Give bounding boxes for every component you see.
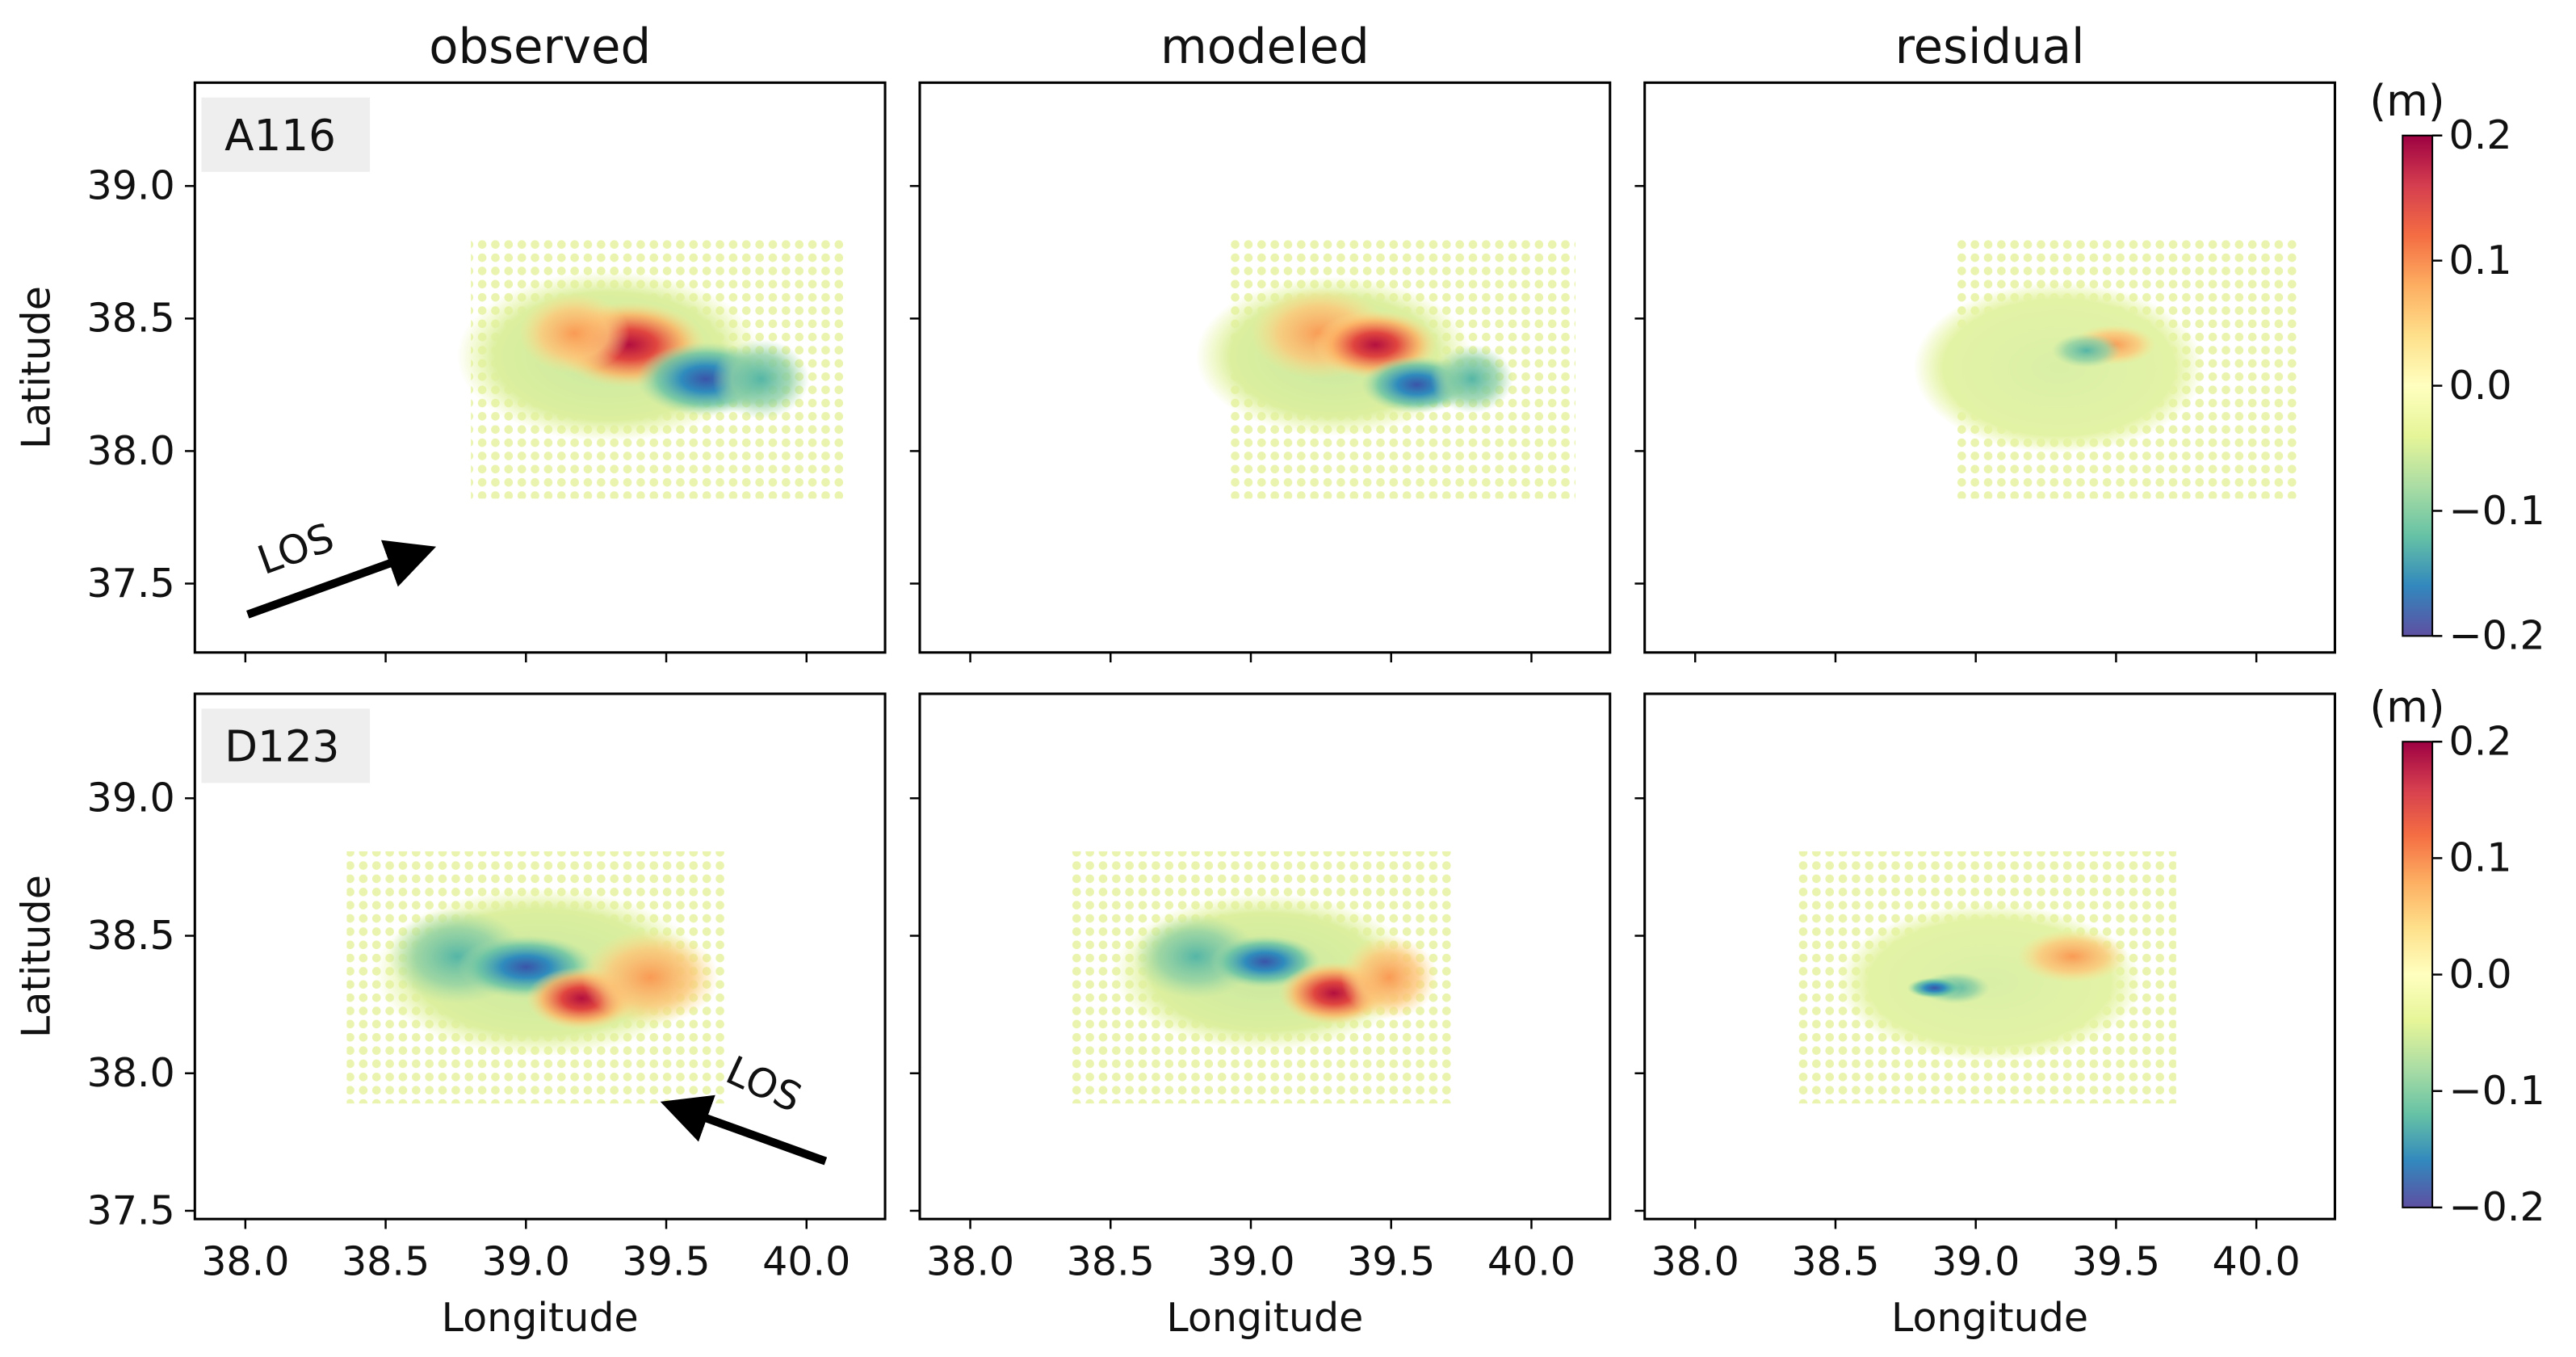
x-axis-label: Longitude: [1891, 1294, 2088, 1341]
deformation-field: [1914, 282, 2205, 453]
x-tick-label: 40.0: [2213, 1238, 2301, 1285]
colorbar-tick-label: −0.1: [2449, 487, 2545, 534]
los-label: LOS: [720, 1047, 809, 1122]
deformation-field: [1430, 344, 1514, 414]
plot-frame: [918, 81, 1612, 654]
y-tick-label: 38.0: [87, 427, 175, 474]
colorbar-label: (m): [2369, 683, 2444, 733]
track-label: D123: [224, 722, 339, 772]
panel-title: residual: [1895, 19, 2085, 74]
plot-frame: [1643, 81, 2336, 654]
panel: 38.0 38.5 39.0 39.5 40.0 Longitude: [909, 692, 1612, 1341]
track-label: A116: [224, 111, 336, 161]
colorbar-label: (m): [2369, 76, 2444, 126]
x-tick-label: 40.0: [762, 1238, 850, 1285]
plot-frame: [193, 81, 887, 654]
y-tick-label: 38.5: [87, 912, 175, 959]
panel-title: observed: [429, 19, 651, 74]
x-axis-label: Longitude: [1166, 1294, 1363, 1341]
deformation-field: [581, 930, 720, 1025]
panel: 38.0 38.5 39.0 39.5 40.0 37.5 38.0 38.5 39.0 Long…: [12, 692, 887, 1341]
deformation-field: [1907, 977, 1962, 999]
panel: modeled: [909, 19, 1612, 663]
y-tick-label: 38.0: [87, 1049, 175, 1096]
deformation-field: [2051, 333, 2121, 368]
deformation-field: [712, 338, 810, 419]
x-tick-label: 39.0: [482, 1238, 570, 1285]
colorbar-tick-label: 0.2: [2449, 111, 2512, 158]
colorbar-tick-label: 0.1: [2449, 834, 2512, 881]
y-tick-label: 39.0: [87, 162, 175, 209]
los-arrow: [660, 1094, 828, 1166]
x-tick-label: 38.0: [926, 1238, 1014, 1285]
x-tick-label: 38.5: [342, 1238, 430, 1285]
deformation-field: [1838, 904, 2142, 1062]
plot-frame: [193, 692, 887, 1220]
colorbar-tick-label: 0.2: [2449, 718, 2512, 765]
colorbar: [2402, 134, 2434, 637]
x-tick-label: 39.0: [1932, 1238, 2020, 1285]
colorbar-tick-label: −0.1: [2449, 1067, 2545, 1114]
y-tick-label: 39.0: [87, 775, 175, 821]
x-tick-label: 40.0: [1487, 1238, 1575, 1285]
y-tick-label: 37.5: [87, 1187, 175, 1233]
deformation-field: [2017, 930, 2129, 983]
y-tick-label: 37.5: [87, 560, 175, 607]
panel: 37.5 38.0 38.5 39.0 observed Latitude A116 LOS: [12, 19, 887, 663]
x-tick-label: 39.5: [2072, 1238, 2160, 1285]
x-tick-label: 38.5: [1067, 1238, 1155, 1285]
colorbar-tick-label: −0.2: [2449, 1183, 2545, 1230]
plot-frame: [1643, 692, 2336, 1220]
colorbar: [2402, 741, 2434, 1208]
panel: residual: [1634, 19, 2336, 663]
x-axis-label: Longitude: [442, 1294, 639, 1341]
colorbar-tick-label: 0.0: [2449, 951, 2512, 998]
deformation-field: [519, 293, 630, 374]
x-tick-label: 38.5: [1791, 1238, 1879, 1285]
y-tick-label: 38.5: [87, 295, 175, 342]
colorbar-tick-label: 0.1: [2449, 237, 2512, 284]
x-tick-label: 39.0: [1206, 1238, 1294, 1285]
x-tick-label: 39.5: [1347, 1238, 1435, 1285]
colorbar-tick-label: 0.0: [2449, 362, 2512, 409]
plot-frame: [918, 692, 1612, 1220]
deformation-field: [1340, 935, 1438, 1020]
colorbar-tick-label: −0.2: [2449, 612, 2545, 659]
label-box: [201, 97, 371, 172]
los-label: LOS: [251, 514, 339, 584]
y-axis-label: Latitude: [12, 286, 59, 449]
los-arrow: [245, 540, 437, 619]
x-tick-label: 38.0: [1651, 1238, 1739, 1285]
panel-title: modeled: [1160, 19, 1370, 74]
label-box: [201, 708, 371, 784]
panel: 38.0 38.5 39.0 39.5 40.0 Longitude: [1634, 692, 2336, 1341]
x-tick-label: 38.0: [201, 1238, 289, 1285]
y-axis-label: Latitude: [12, 875, 59, 1038]
x-tick-label: 39.5: [622, 1238, 710, 1285]
